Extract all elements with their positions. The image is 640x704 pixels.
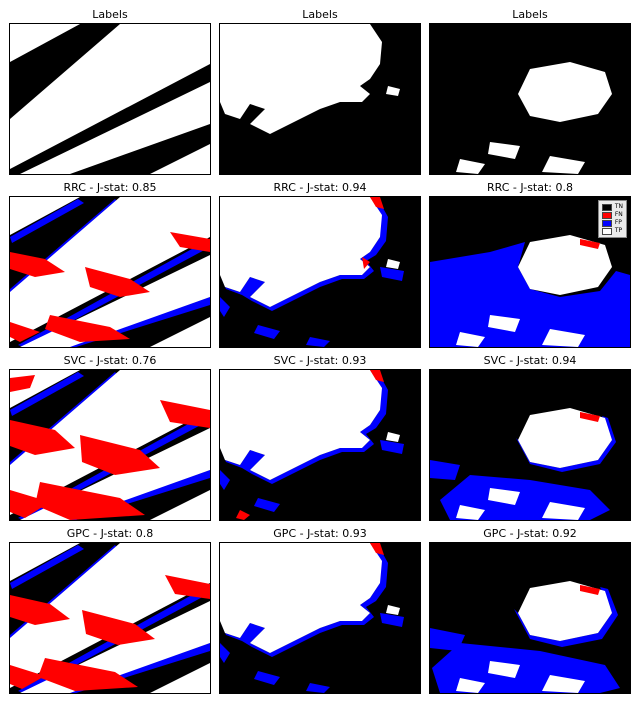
legend-label-fp: FP — [615, 219, 622, 227]
cell-r3c2: GPC - J-stat: 0.92 — [428, 527, 632, 694]
legend-label-fn: FN — [615, 211, 623, 219]
cell-r2c2: SVC - J-stat: 0.94 — [428, 354, 632, 521]
title-r0c1: Labels — [302, 8, 337, 21]
figure-grid: Labels Labels Labels — [8, 8, 632, 694]
cell-r3c1: GPC - J-stat: 0.93 — [218, 527, 422, 694]
panel-r0c0 — [9, 23, 211, 175]
panel-r1c2: TN FN FP TP — [429, 196, 631, 348]
title-r1c1: RRC - J-stat: 0.94 — [274, 181, 367, 194]
title-r2c1: SVC - J-stat: 0.93 — [274, 354, 367, 367]
title-r0c2: Labels — [512, 8, 547, 21]
title-r2c0: SVC - J-stat: 0.76 — [64, 354, 157, 367]
cell-r2c1: SVC - J-stat: 0.93 — [218, 354, 422, 521]
title-r1c0: RRC - J-stat: 0.85 — [64, 181, 157, 194]
cell-r3c0: GPC - J-stat: 0.8 — [8, 527, 212, 694]
panel-r1c0 — [9, 196, 211, 348]
title-r3c2: GPC - J-stat: 0.92 — [483, 527, 576, 540]
panel-r2c1 — [219, 369, 421, 521]
legend-item-tp: TP — [602, 227, 623, 235]
title-r3c1: GPC - J-stat: 0.93 — [273, 527, 366, 540]
cell-r2c0: SVC - J-stat: 0.76 — [8, 354, 212, 521]
cell-r0c1: Labels — [218, 8, 422, 175]
panel-r3c1 — [219, 542, 421, 694]
legend-item-tn: TN — [602, 203, 623, 211]
title-r0c0: Labels — [92, 8, 127, 21]
legend-item-fp: FP — [602, 219, 623, 227]
panel-r2c0 — [9, 369, 211, 521]
title-r3c0: GPC - J-stat: 0.8 — [67, 527, 153, 540]
title-r1c2: RRC - J-stat: 0.8 — [487, 181, 573, 194]
panel-r0c1 — [219, 23, 421, 175]
cell-r1c0: RRC - J-stat: 0.85 — [8, 181, 212, 348]
panel-r3c2 — [429, 542, 631, 694]
legend-item-fn: FN — [602, 211, 623, 219]
panel-r1c1 — [219, 196, 421, 348]
legend: TN FN FP TP — [598, 200, 627, 238]
cell-r1c1: RRC - J-stat: 0.94 — [218, 181, 422, 348]
panel-r3c0 — [9, 542, 211, 694]
title-r2c2: SVC - J-stat: 0.94 — [484, 354, 577, 367]
legend-label-tp: TP — [615, 227, 622, 235]
panel-r2c2 — [429, 369, 631, 521]
cell-r0c2: Labels — [428, 8, 632, 175]
cell-r1c2: RRC - J-stat: 0.8 TN FN FP TP — [428, 181, 632, 348]
panel-r0c2 — [429, 23, 631, 175]
legend-label-tn: TN — [615, 203, 623, 211]
cell-r0c0: Labels — [8, 8, 212, 175]
